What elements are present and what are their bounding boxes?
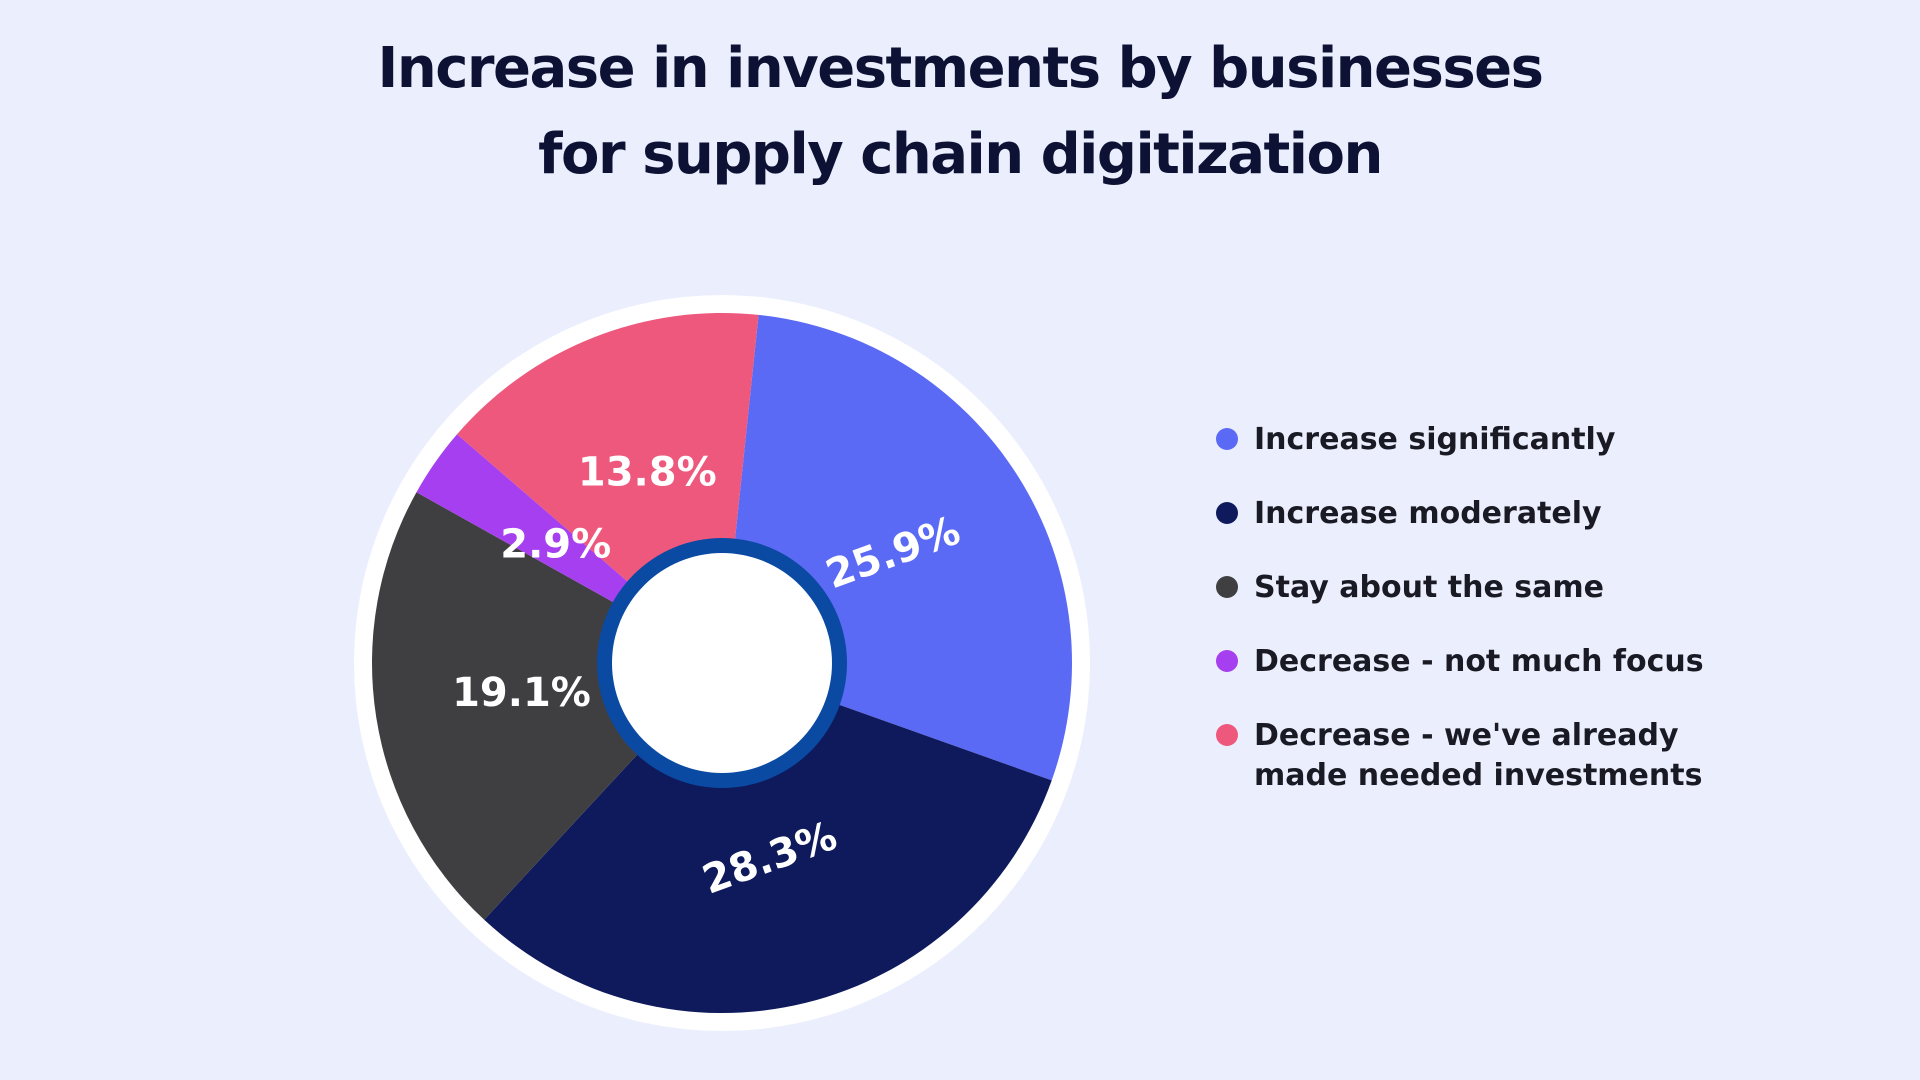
- slice-label-3: 2.9%: [500, 522, 611, 568]
- pie-slice-2: [371, 492, 722, 920]
- pie-slice-1: [484, 663, 1052, 1013]
- legend-item-4: Decrease - we've already made needed inv…: [1216, 716, 1816, 796]
- slice-label-4: 13.8%: [578, 449, 717, 495]
- donut-hole: [612, 553, 832, 773]
- legend-label-3: Decrease - not much focus: [1254, 644, 1704, 679]
- legend-item-0: Increase significantly: [1216, 420, 1816, 460]
- legend-swatch-4: [1216, 724, 1238, 746]
- chart-title-line-1: Increase in investments by businesses: [377, 36, 1545, 101]
- legend-label-1: Increase moderately: [1254, 496, 1602, 531]
- legend-label-0: Increase significantly: [1254, 422, 1616, 457]
- slice-label-2: 19.1%: [452, 670, 591, 716]
- chart-title-line-2: for supply chain digitization: [538, 122, 1383, 187]
- legend-swatch-1: [1216, 502, 1238, 524]
- chart-legend: Increase significantly Increase moderatel…: [1216, 420, 1816, 830]
- chart-title: Increase in investments by businesses fo…: [0, 26, 1920, 198]
- legend-swatch-2: [1216, 576, 1238, 598]
- legend-swatch-0: [1216, 428, 1238, 450]
- legend-item-3: Decrease - not much focus: [1216, 642, 1816, 682]
- legend-swatch-3: [1216, 650, 1238, 672]
- legend-label-4: Decrease - we've already made needed inv…: [1254, 718, 1703, 793]
- legend-label-2: Stay about the same: [1254, 570, 1604, 605]
- legend-item-1: Increase moderately: [1216, 494, 1816, 534]
- legend-item-2: Stay about the same: [1216, 568, 1816, 608]
